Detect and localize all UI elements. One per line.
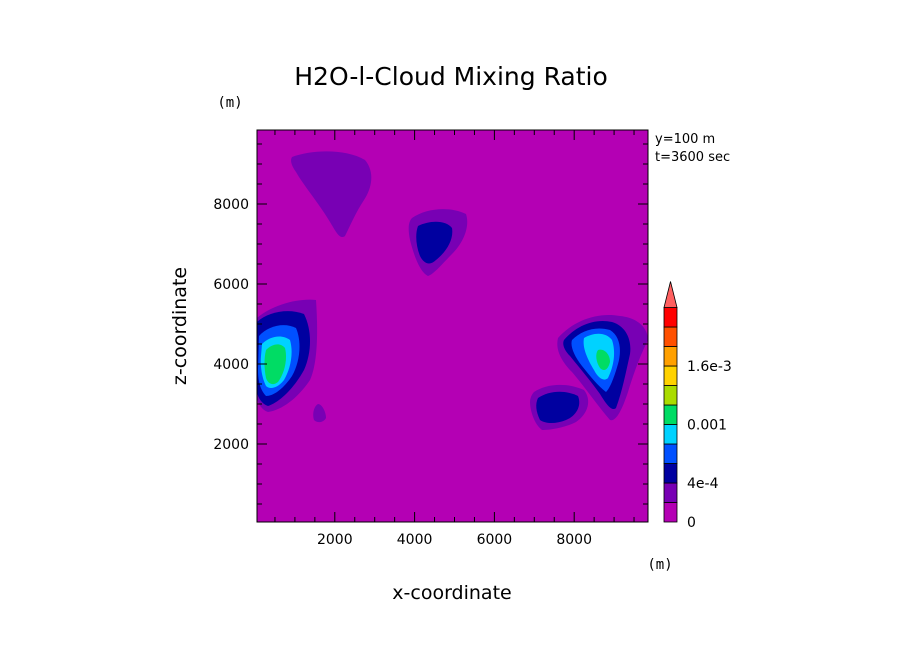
colorbar-segment [663,307,678,328]
colorbar: 0 4e-4 0.001 1.6e-3 [663,281,732,531]
y-tick-label: 2000 [213,437,249,453]
feature-small-left-spot [313,404,326,423]
feature-right-cloud [557,314,648,421]
x-tick-label: 6000 [477,532,513,548]
y-axis-ticks: 2000 4000 6000 8000 [213,143,648,505]
colorbar-segment [663,404,678,425]
x-tick-label: 2000 [317,532,353,548]
plot-area [256,129,649,523]
plot-frame [256,129,649,523]
small-spot-level-1 [313,404,326,423]
colorbar-segment [663,482,678,503]
colorbar-segment [663,326,678,347]
right-cloud-level-5 [596,349,610,370]
chart-title: H2O-l-Cloud Mixing Ratio [294,62,608,91]
y-axis-unit: (m) [217,95,242,111]
x-axis-ticks: 2000 4000 6000 8000 [274,130,635,548]
annotation-y: y=100 m [655,132,715,147]
colorbar-tick-label: 0 [687,515,696,531]
x-tick-label: 8000 [556,532,592,548]
colorbar-tick-label: 0.001 [687,418,727,434]
y-tick-label: 4000 [213,357,249,373]
feature-upper-left-plume [291,151,372,238]
central-cloud-level-2 [416,221,453,264]
feature-central-cloud [408,209,468,276]
plume-level-1 [291,151,372,238]
colorbar-segment [663,365,678,386]
colorbar-segment [663,502,678,523]
annotation-t: t=3600 sec [655,150,730,165]
x-axis-unit: (m) [647,557,672,573]
feature-lower-right-cloud [530,384,589,430]
colorbar-segment [663,443,678,464]
colorbar-segment [663,385,678,406]
colorbar-segment [663,346,678,367]
colorbar-tick-label: 1.6e-3 [687,359,732,375]
y-tick-label: 8000 [213,197,249,213]
left-cloud-level-5 [264,344,287,385]
colorbar-tick-label: 4e-4 [687,476,719,492]
colorbar-segment [663,463,678,484]
y-axis-label: z-coordinate [169,267,191,385]
colorbar-extend-triangle [663,281,678,308]
y-tick-label: 6000 [213,277,249,293]
colorbar-segment [663,424,678,445]
x-axis-label: x-coordinate [392,582,511,604]
feature-left-cloud [257,299,318,412]
lower-right-level-2 [536,391,580,423]
x-tick-label: 4000 [397,532,433,548]
